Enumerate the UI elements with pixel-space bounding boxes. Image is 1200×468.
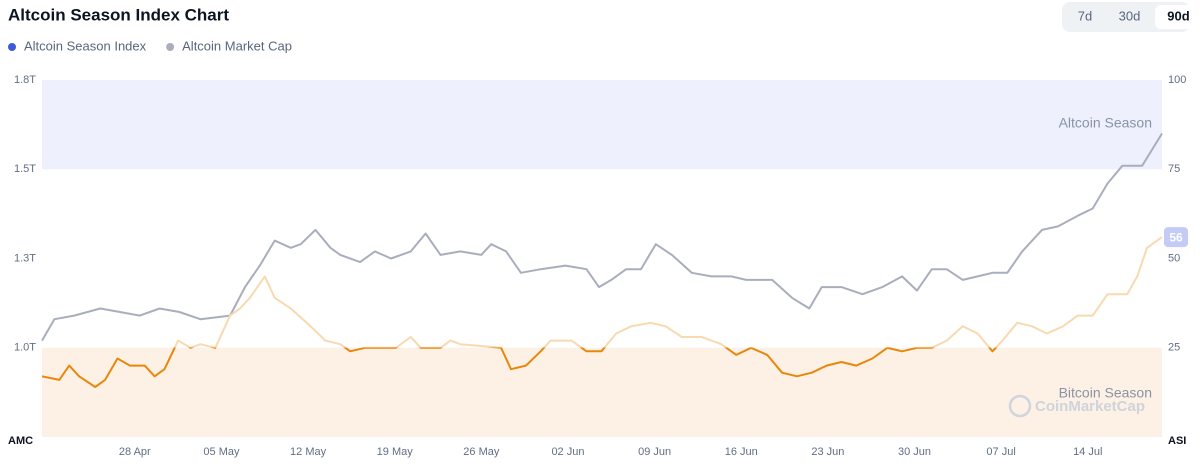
x-tick-label: 14 Jul [1073,446,1102,458]
y-tick-label: 1.8T [14,74,36,86]
legend-dot [8,43,16,51]
x-tick-label: 02 Jun [551,446,584,458]
chart-title: Altcoin Season Index Chart [8,5,229,24]
legend-label: Altcoin Market Cap [182,38,292,53]
watermark-text: CoinMarketCap [1035,398,1145,415]
legend-dot [166,43,175,51]
y-tick-label: 1.5T [14,163,36,175]
y-axis-label: AMC [8,435,33,447]
y-tick-label: 1.3T [14,252,36,264]
band-label: Altcoin Season [1059,115,1152,131]
range-button[interactable]: 30d [1119,8,1141,23]
range-button-label: 7d [1078,8,1092,23]
range-button[interactable]: 90d [1155,5,1200,29]
y-tick-label: 1.0T [14,342,36,354]
watermark: CoinMarketCap [1008,394,1145,418]
y2-tick-label: 25 [1168,342,1180,354]
x-tick-label: 30 Jun [898,446,931,458]
x-tick-label: 23 Jun [811,446,844,458]
series-line [41,236,1163,388]
x-tick-label: 07 Jul [986,446,1015,458]
series-line [41,132,1163,342]
range-button-bg [1155,5,1200,29]
x-tick-label: 05 May [203,446,240,458]
legend-label: Altcoin Season Index [24,38,147,53]
season-band [42,347,1162,437]
y2-tick-label: 50 [1168,252,1180,264]
x-tick-label: 16 Jun [725,446,758,458]
x-tick-label: 26 May [463,446,500,458]
band-label: Bitcoin Season [1059,385,1152,401]
range-button-label: 90d [1167,8,1189,23]
value-badge [1164,227,1188,248]
x-tick-label: 12 May [290,446,327,458]
x-tick-label: 09 Jun [638,446,671,458]
y2-tick-label: 75 [1168,163,1180,175]
y2-axis-label: ASI [1168,435,1186,447]
watermark-logo [1008,394,1032,418]
season-band [42,80,1162,170]
value-label: 56 [1169,230,1183,244]
x-tick-label: 19 May [377,446,414,458]
x-tick-label: 28 Apr [119,446,151,458]
range-button-label: 30d [1119,8,1141,23]
range-button[interactable]: 7d [1078,8,1092,23]
y2-tick-label: 100 [1168,74,1186,86]
